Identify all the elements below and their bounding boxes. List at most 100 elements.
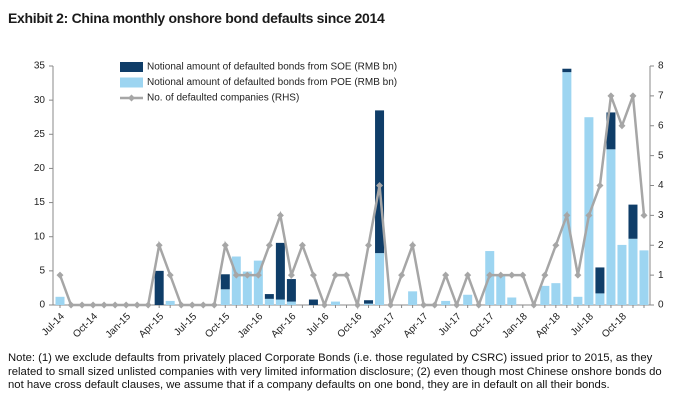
line-marker (254, 271, 262, 279)
bar (617, 244, 627, 305)
line-marker (519, 271, 527, 279)
line-marker (420, 301, 428, 309)
line-marker (464, 271, 472, 279)
line-marker (365, 241, 373, 249)
x-tick-label: Oct-16 (335, 311, 364, 340)
line-marker (574, 271, 582, 279)
bar (595, 267, 605, 294)
legend-label: Notional amount of defaulted bonds from … (147, 62, 397, 73)
line-marker (320, 301, 328, 309)
bar (551, 283, 561, 305)
bar (408, 291, 418, 305)
line-marker (309, 271, 317, 279)
y-tick-label: 0 (39, 300, 45, 311)
bar (639, 250, 649, 305)
bar (573, 296, 583, 305)
bar (595, 293, 605, 305)
legend-label: Notional amount of defaulted bonds from … (147, 77, 397, 88)
y2-tick-label: 6 (658, 120, 664, 131)
line-marker (243, 271, 251, 279)
line-marker (398, 271, 406, 279)
bar (540, 285, 550, 305)
bar (275, 299, 285, 305)
bar (308, 299, 318, 305)
bar (606, 112, 616, 150)
legend-swatch (120, 77, 143, 88)
bar (507, 297, 517, 305)
legend-swatch (120, 62, 143, 72)
x-tick-label: Oct-17 (468, 311, 497, 340)
line-marker (221, 241, 229, 249)
x-tick-label: Jul-17 (437, 311, 464, 338)
y-tick-label: 10 (34, 231, 46, 242)
line-marker (585, 211, 593, 219)
y2-tick-label: 7 (658, 91, 664, 102)
bar (55, 296, 65, 305)
line-marker (265, 241, 273, 249)
legend-label: No. of defaulted companies (RHS) (147, 93, 299, 104)
line (58, 95, 646, 310)
x-tick-label: Jul-18 (569, 311, 596, 338)
bar (562, 68, 572, 73)
line-marker (607, 92, 615, 100)
line-marker (541, 271, 549, 279)
x-tick-label: Apr-17 (402, 311, 431, 340)
chart-title: Exhibit 2: China monthly onshore bond de… (8, 10, 385, 26)
bar (231, 256, 241, 305)
bar (242, 271, 252, 305)
y-tick-label: 30 (34, 95, 46, 106)
bar (463, 294, 473, 305)
line-marker (596, 182, 604, 189)
bar (441, 300, 451, 305)
y-tick-label: 20 (34, 163, 46, 174)
x-tick-label: Oct-14 (71, 311, 100, 340)
y2-tick-label: 3 (658, 210, 664, 221)
bar (220, 274, 230, 290)
line-marker (210, 301, 218, 309)
line-marker (475, 301, 483, 309)
x-tick-label: Jul-15 (172, 311, 199, 338)
bar (275, 242, 285, 300)
line-marker (530, 301, 538, 309)
line-marker (298, 241, 306, 249)
line-marker (497, 271, 505, 279)
line-marker (67, 301, 75, 309)
line-marker (409, 241, 417, 249)
bar (165, 300, 175, 305)
line-marker (431, 301, 439, 309)
line-marker (100, 301, 108, 309)
bar (628, 238, 638, 305)
line-marker (232, 271, 240, 279)
bar (286, 279, 296, 302)
y-tick-label: 25 (34, 129, 46, 140)
line-marker (122, 301, 130, 309)
line-marker (78, 301, 86, 309)
x-tick-label: Jan-15 (104, 311, 134, 341)
line-marker (331, 271, 339, 279)
bar (584, 117, 594, 305)
x-tick-label: Jan-17 (368, 311, 398, 341)
line-marker (276, 211, 284, 219)
x-tick-label: Jul-14 (40, 311, 67, 338)
bar (264, 294, 274, 299)
bar (496, 274, 506, 305)
bar (286, 301, 296, 305)
bar (264, 298, 274, 305)
line-marker (188, 301, 196, 309)
line-marker (618, 122, 626, 130)
y-tick-label: 15 (34, 197, 46, 208)
bar (220, 289, 230, 305)
y2-tick-label: 8 (658, 61, 664, 72)
line-marker (144, 301, 152, 309)
line-marker (376, 182, 384, 189)
line-marker (354, 301, 362, 309)
x-tick-label: Jan-16 (236, 311, 266, 341)
x-tick-label: Apr-16 (269, 311, 298, 340)
bar (375, 110, 385, 254)
line-marker (287, 271, 295, 279)
line-marker (552, 241, 560, 249)
legend-swatch (128, 94, 135, 102)
bar (562, 72, 572, 305)
